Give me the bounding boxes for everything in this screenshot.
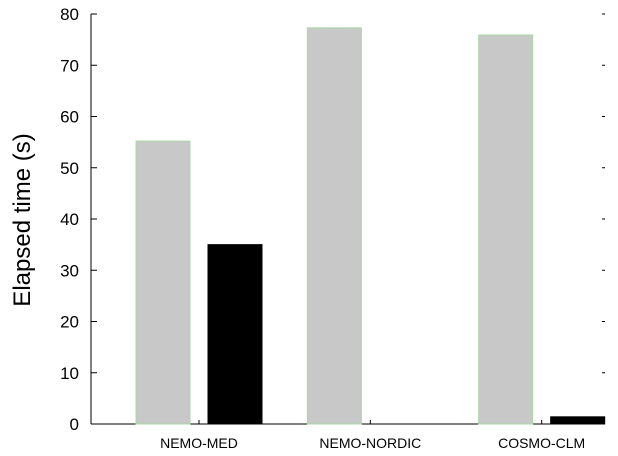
bar-nemo-med-series-2 bbox=[207, 244, 263, 425]
y-tick-label: 10 bbox=[60, 364, 79, 383]
x-tick-label: COSMO-CLM bbox=[498, 435, 585, 451]
y-tick-label: 80 bbox=[60, 5, 79, 24]
y-tick-label: 30 bbox=[60, 261, 79, 280]
y-tick-label: 50 bbox=[60, 159, 79, 178]
x-tick-label: NEMO-NORDIC bbox=[319, 435, 421, 451]
y-tick-label: 0 bbox=[70, 415, 79, 434]
y-tick-label: 70 bbox=[60, 56, 79, 75]
y-tick-label: 20 bbox=[60, 313, 79, 332]
x-tick-label: NEMO-MED bbox=[160, 435, 238, 451]
bar-nemo-med-series-1 bbox=[135, 140, 191, 425]
bar-cosmo-clm-series-1 bbox=[478, 34, 534, 425]
y-axis-title: Elapsed time (s) bbox=[9, 133, 36, 306]
bar-cosmo-clm-series-2 bbox=[550, 416, 606, 425]
y-tick-label: 60 bbox=[60, 108, 79, 127]
bar-nemo-nordic-series-1 bbox=[306, 27, 362, 425]
y-tick-label: 40 bbox=[60, 210, 79, 229]
